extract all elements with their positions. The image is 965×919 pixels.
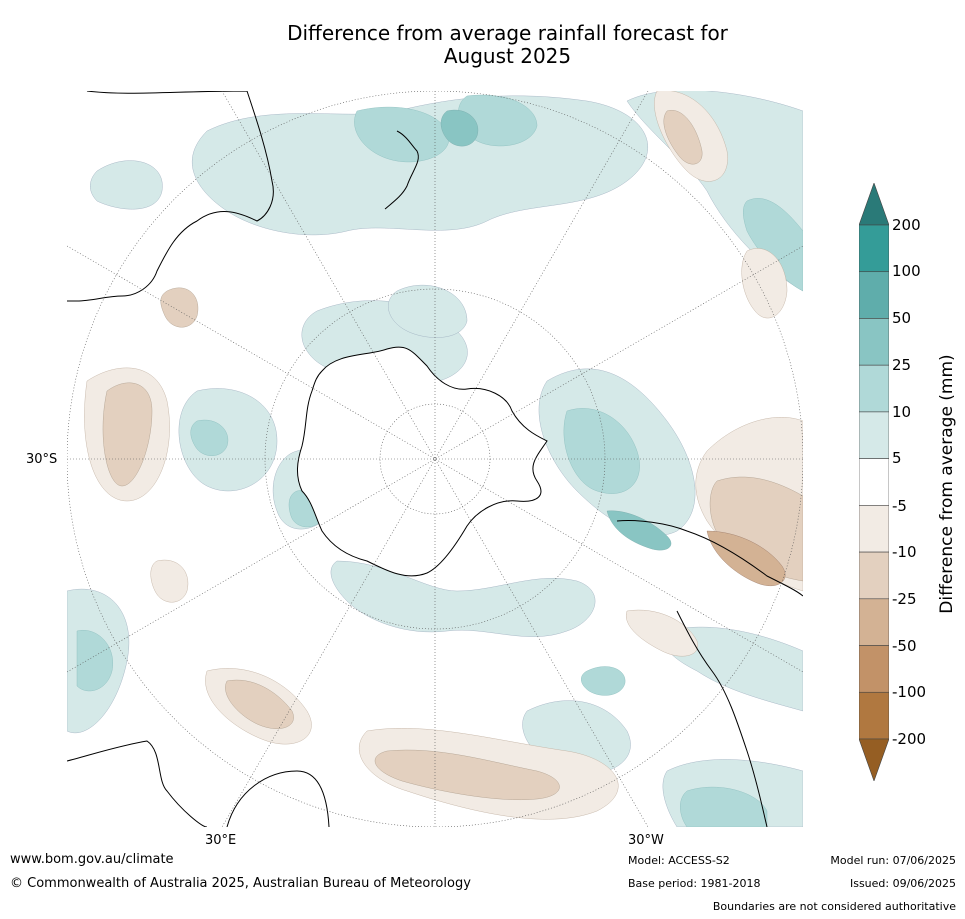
- colorbar-cell: [859, 691, 889, 740]
- new-zealand-coastline: [384, 130, 419, 210]
- longitude-label-30e: 30°E: [205, 833, 237, 848]
- colorbar-tick: -100: [892, 683, 927, 701]
- colorbar-cell: [859, 645, 889, 693]
- colorbar-tick: 5: [892, 449, 902, 467]
- rainfall-map[interactable]: [67, 91, 803, 827]
- colorbar-cell: [859, 271, 889, 319]
- australia-coastline: [67, 91, 274, 302]
- colorbar-cell: [859, 551, 889, 600]
- colorbar-tick: -5: [892, 497, 907, 515]
- colorbar-extend-top: [859, 183, 889, 226]
- colorbar-tick: 200: [892, 216, 921, 234]
- longitude-label-30w: 30°W: [628, 833, 664, 848]
- anomaly-layer-wet: [76, 94, 803, 827]
- base-period-text: Base period: 1981-2018: [628, 877, 761, 890]
- colorbar-cell: [859, 224, 889, 273]
- chart-title: Difference from average rainfall forecas…: [180, 22, 835, 68]
- south-america-coastline: [616, 520, 803, 827]
- colorbar-cell: [859, 318, 889, 366]
- colorbar-cell: [859, 505, 889, 553]
- website-link[interactable]: www.bom.gov.au/climate: [10, 852, 174, 867]
- colorbar: [859, 183, 889, 781]
- model-text: Model: ACCESS-S2: [628, 854, 730, 867]
- colorbar-tick: 100: [892, 262, 921, 280]
- colorbar-cell: [859, 364, 889, 413]
- title-line-2: August 2025: [443, 44, 572, 68]
- colorbar-cell: [859, 598, 889, 646]
- colorbar-cells: [859, 183, 889, 781]
- colorbar-tick: -200: [892, 730, 927, 748]
- antarctica-coastline: [297, 346, 548, 577]
- colorbar-tick: 10: [892, 403, 912, 421]
- anomaly-layer-very-dry: [706, 530, 786, 587]
- colorbar-tick: -10: [892, 543, 917, 561]
- colorbar-tick: 25: [892, 356, 912, 374]
- copyright-text: © Commonwealth of Australia 2025, Austra…: [10, 876, 471, 891]
- graticule: [67, 91, 803, 827]
- issued-text: Issued: 09/06/2025: [849, 877, 956, 890]
- disclaimer-text: Boundaries are not considered authoritat…: [712, 900, 956, 913]
- colorbar-extend-bottom: [859, 738, 889, 781]
- colorbar-cell: [859, 411, 889, 459]
- colorbar-tick: -25: [892, 590, 917, 608]
- latitude-label-30s: 30°S: [26, 452, 58, 467]
- anomaly-layer-dry: [102, 110, 803, 800]
- title-line-1: Difference from average rainfall forecas…: [287, 21, 728, 45]
- colorbar-tick: -50: [892, 637, 917, 655]
- colorbar-label: Difference from average (mm): [937, 354, 957, 614]
- africa-coastline: [67, 740, 330, 827]
- model-run-text: Model run: 07/06/2025: [830, 854, 956, 867]
- colorbar-tick: 50: [892, 309, 912, 327]
- colorbar-cell: [859, 458, 889, 506]
